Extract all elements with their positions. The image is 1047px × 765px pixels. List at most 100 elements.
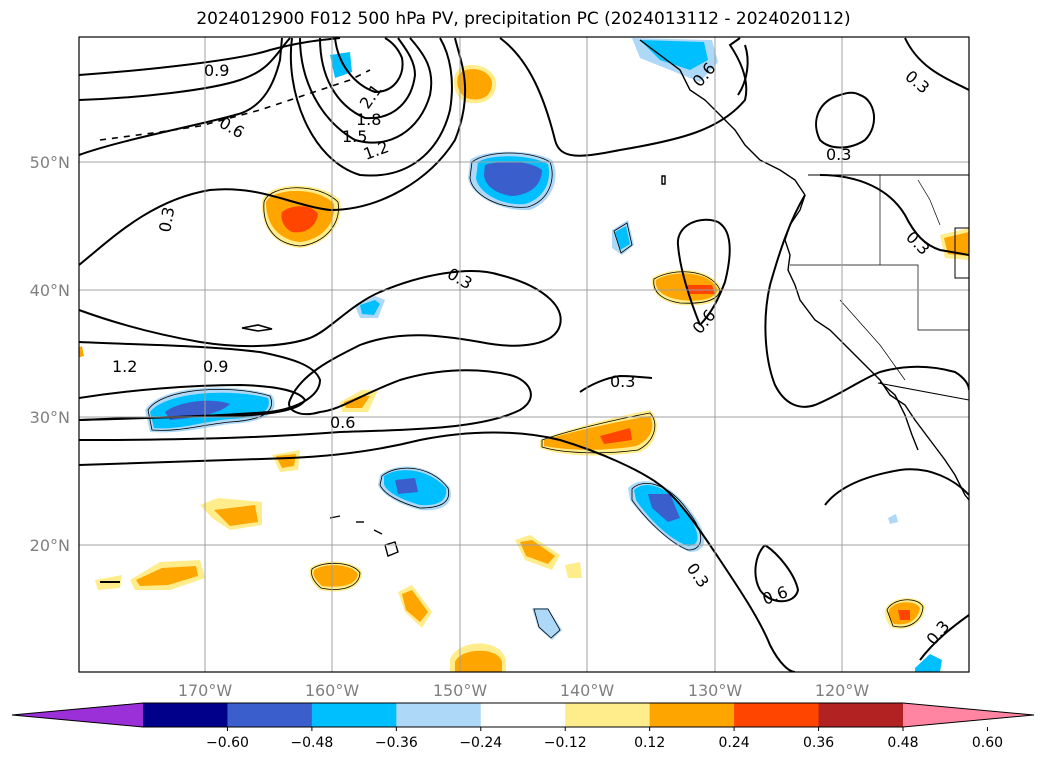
pv-contour: [824, 468, 969, 506]
colorbar-extend-max: [903, 703, 1034, 727]
colorbar-segment: [227, 703, 313, 727]
contour-label: 1.2: [112, 357, 137, 376]
precip-neg-area: [484, 161, 542, 196]
lon-label: 150°W: [433, 681, 488, 700]
precip-outline: [541, 412, 656, 454]
precip-pos-area: [214, 505, 258, 526]
pv-contour: [79, 431, 796, 672]
pv-contour: [79, 37, 283, 156]
precip-pos-area: [944, 232, 969, 256]
contour-label: 1.8: [356, 110, 381, 129]
precip-outline: [886, 599, 924, 628]
colorbar-tick-label: −0.24: [459, 735, 502, 751]
pv-contour: [676, 218, 731, 326]
precip-outline: [379, 467, 450, 509]
pv-contour: [919, 614, 969, 661]
contour-label: 0.9: [203, 357, 228, 376]
precip-pos-area: [136, 566, 198, 586]
coastlines: [99, 39, 969, 583]
pv-contour: [299, 37, 433, 144]
state-border: [790, 264, 969, 331]
precip-neg-area: [330, 52, 352, 78]
contour-label: 1.5: [342, 127, 367, 146]
pv-contour: [79, 37, 291, 101]
precip-neg-area: [395, 478, 418, 494]
island-chain: [99, 69, 371, 141]
colorbar: −0.60 −0.48 −0.36 −0.24 −0.12 0.12 0.24 0.36 0.4…: [11, 702, 1035, 751]
colorbar-segment: [480, 703, 566, 727]
colorbar-tick-label: −0.48: [290, 735, 333, 751]
lon-label: 120°W: [815, 681, 870, 700]
coastline-segment: [879, 381, 919, 451]
pv-contour: [79, 270, 562, 441]
precip-outline: [147, 389, 272, 431]
pv-contour: [737, 44, 749, 96]
graticule: [79, 37, 969, 672]
colorbar-segment: [818, 703, 904, 727]
colorbar-extend-min: [12, 703, 143, 727]
precip-pos-area: [344, 396, 370, 408]
map-title: 2024012900 F012 500 hPa PV, precipitatio…: [196, 9, 851, 29]
precip-outline: [613, 222, 633, 254]
precip-outline: [533, 608, 561, 639]
border-line: [877, 382, 969, 401]
precip-neg-area: [532, 608, 562, 640]
coastline-segment: [639, 39, 806, 196]
precip-pos-area: [520, 540, 555, 564]
lat-label: 20°N: [30, 536, 70, 555]
colorbar-segment: [649, 703, 735, 727]
precip-pos-area: [79, 346, 84, 358]
border-line: [954, 227, 969, 279]
precip-outlines: [147, 152, 924, 639]
precip-outline: [311, 563, 361, 590]
precip-outline: [263, 187, 339, 247]
pv-contour: [815, 91, 875, 149]
latitude-labels: 50°N 40°N 30°N 20°N: [30, 153, 70, 555]
precip-pos-area: [544, 416, 653, 450]
precip-pos-area: [565, 562, 582, 578]
contour-label: 0.6: [330, 413, 355, 432]
colorbar-tick-label: 0.36: [803, 735, 834, 751]
precip-pos-area: [281, 206, 318, 233]
lat-label: 40°N: [30, 281, 70, 300]
colorbar-segment: [143, 703, 228, 727]
colorbar-tick-label: 0.48: [887, 735, 918, 751]
pv-contour: [289, 37, 453, 177]
pv-contour: [754, 544, 800, 603]
lat-label: 30°N: [30, 408, 70, 427]
lon-label: 170°W: [178, 681, 233, 700]
coastline-segment: [784, 194, 969, 501]
colorbar-tick-label: −0.36: [375, 735, 418, 751]
pv-contour: [819, 174, 969, 256]
precip-outline: [631, 482, 702, 551]
colorbar-tick-label: 0.60: [972, 735, 1003, 751]
contour-label: 0.3: [826, 145, 851, 164]
colorbar-tick-label: 0.24: [719, 735, 750, 751]
contour-label: 0.9: [204, 61, 229, 80]
precip-pos-area: [898, 610, 910, 620]
lon-label: 130°W: [688, 681, 743, 700]
state-border: [917, 179, 941, 226]
island: [373, 529, 383, 535]
contour-label: 0.3: [610, 372, 635, 391]
precip-neg-area: [888, 514, 898, 524]
precip-pos-area: [455, 650, 502, 672]
pv-contour: [579, 374, 653, 393]
precip-outline: [653, 271, 721, 304]
map-frame: [78, 36, 970, 673]
precip-outline: [469, 152, 553, 208]
pv-contours: [79, 37, 969, 672]
precip-neg-area: [360, 300, 380, 315]
precip-pos-area: [402, 590, 428, 622]
lat-label: 50°N: [30, 153, 70, 172]
pv-contour: [79, 37, 467, 266]
pv-contour: [499, 37, 748, 157]
precip-neg-area: [648, 494, 680, 522]
precip-neg-area: [165, 400, 230, 420]
island: [384, 541, 399, 557]
colorbar-tick-label: −0.60: [206, 735, 249, 751]
colorbar-outline: [11, 702, 1035, 728]
precip-pos-area: [600, 428, 632, 444]
pv-contour: [764, 194, 969, 408]
